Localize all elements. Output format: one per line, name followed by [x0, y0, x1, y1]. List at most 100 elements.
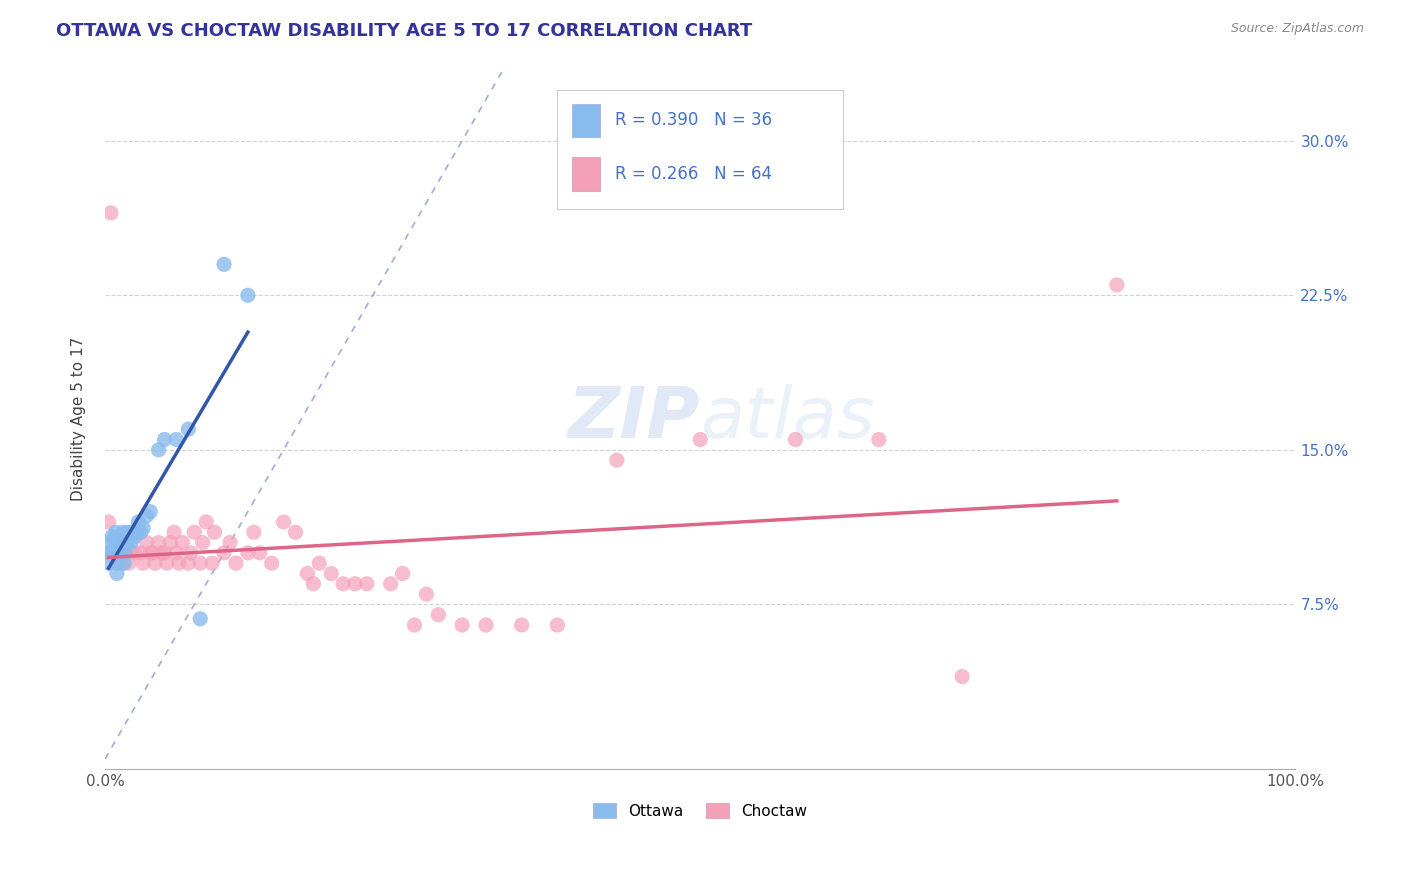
Point — [153, 433, 176, 447]
Point — [163, 525, 186, 540]
Text: OTTAWA VS CHOCTAW DISABILITY AGE 5 TO 17 CORRELATION CHART: OTTAWA VS CHOCTAW DISABILITY AGE 5 TO 17… — [56, 22, 752, 40]
Point — [135, 535, 157, 549]
Point — [121, 525, 143, 540]
Point — [132, 521, 155, 535]
Point — [260, 556, 283, 570]
Point — [108, 535, 131, 549]
Point — [475, 618, 498, 632]
Point — [451, 618, 474, 632]
Point — [302, 576, 325, 591]
Point — [111, 556, 134, 570]
Point — [236, 546, 259, 560]
Point — [101, 529, 124, 543]
Point — [103, 546, 125, 560]
Point — [689, 433, 711, 447]
Point — [183, 525, 205, 540]
Point — [427, 607, 450, 622]
Point — [273, 515, 295, 529]
Point — [135, 508, 157, 523]
Point — [100, 546, 122, 560]
Point — [117, 525, 139, 540]
Point — [112, 556, 135, 570]
Point — [188, 556, 211, 570]
Point — [236, 288, 259, 302]
Point — [148, 442, 170, 457]
Point — [150, 546, 173, 560]
Point — [115, 535, 138, 549]
Point — [391, 566, 413, 581]
Point — [167, 556, 190, 570]
Point — [124, 529, 146, 543]
Point — [243, 525, 266, 540]
Point — [356, 576, 378, 591]
Point — [284, 525, 307, 540]
Point — [120, 535, 142, 549]
Point — [124, 546, 146, 560]
Point — [107, 546, 129, 560]
Point — [139, 546, 162, 560]
Point — [127, 515, 149, 529]
Point — [204, 525, 226, 540]
Point — [139, 505, 162, 519]
Point — [1105, 277, 1128, 292]
Point — [297, 566, 319, 581]
Point — [165, 433, 187, 447]
Point — [201, 556, 224, 570]
Point — [606, 453, 628, 467]
Point — [380, 576, 402, 591]
Point — [111, 529, 134, 543]
Point — [177, 556, 200, 570]
Text: ZIP: ZIP — [568, 384, 700, 453]
Point — [108, 546, 131, 560]
Point — [191, 535, 214, 549]
Point — [950, 669, 973, 683]
Point — [177, 422, 200, 436]
Point — [120, 546, 142, 560]
Point — [97, 546, 120, 560]
Point — [225, 556, 247, 570]
Point — [195, 515, 218, 529]
Point — [404, 618, 426, 632]
Legend: Ottawa, Choctaw: Ottawa, Choctaw — [586, 797, 814, 825]
Point — [212, 546, 235, 560]
Point — [129, 525, 152, 540]
Point — [142, 546, 165, 560]
Point — [104, 525, 127, 540]
Point — [111, 535, 134, 549]
Point — [188, 612, 211, 626]
Y-axis label: Disability Age 5 to 17: Disability Age 5 to 17 — [72, 337, 86, 501]
Point — [785, 433, 807, 447]
Point — [212, 257, 235, 271]
Text: Source: ZipAtlas.com: Source: ZipAtlas.com — [1230, 22, 1364, 36]
Point — [98, 535, 121, 549]
Point — [118, 556, 141, 570]
Point — [105, 556, 128, 570]
Point — [114, 546, 136, 560]
Point — [249, 546, 271, 560]
Point — [159, 535, 181, 549]
Text: atlas: atlas — [700, 384, 875, 453]
Point — [129, 546, 152, 560]
Point — [332, 576, 354, 591]
Point — [343, 576, 366, 591]
Point — [97, 556, 120, 570]
Point — [110, 546, 132, 560]
Point — [165, 546, 187, 560]
Point — [153, 546, 176, 560]
Point — [172, 535, 194, 549]
Point — [103, 535, 125, 549]
Point — [868, 433, 890, 447]
Point — [97, 515, 120, 529]
Point — [105, 556, 128, 570]
Point — [127, 525, 149, 540]
Point — [546, 618, 568, 632]
Point — [143, 556, 166, 570]
Point — [111, 525, 134, 540]
Point — [308, 556, 330, 570]
Point — [100, 206, 122, 220]
Point — [148, 535, 170, 549]
Point — [510, 618, 533, 632]
Point — [118, 529, 141, 543]
Point — [321, 566, 343, 581]
Point — [105, 566, 128, 581]
